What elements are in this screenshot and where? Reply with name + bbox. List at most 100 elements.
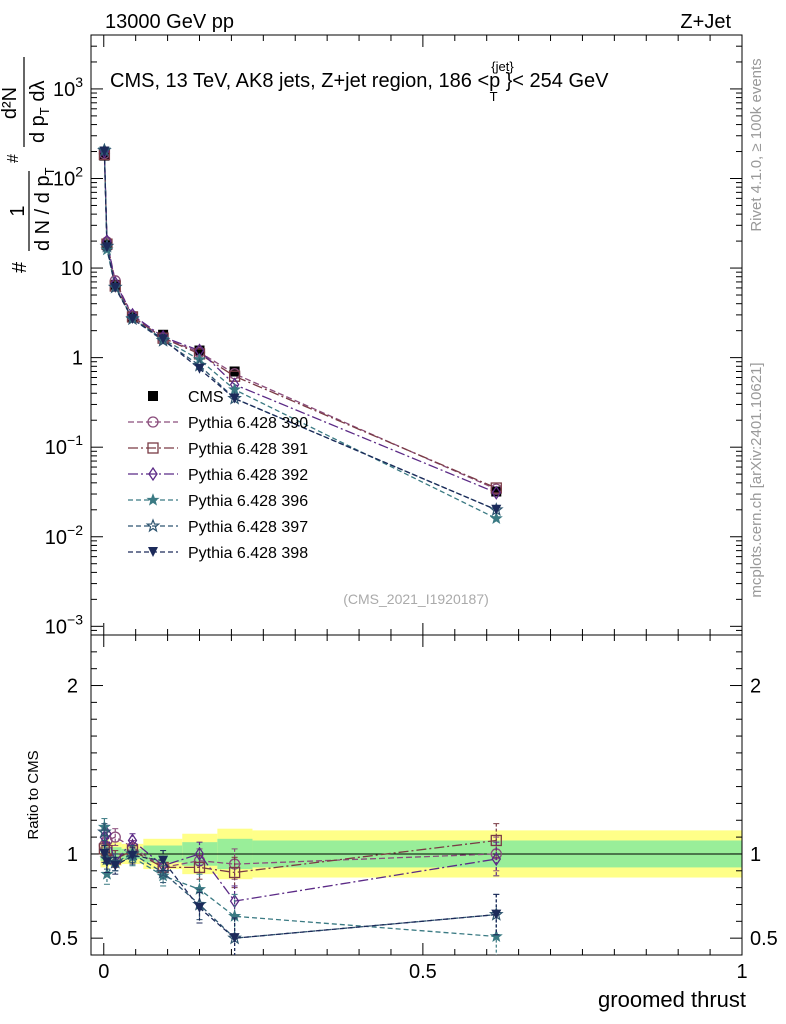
title-after: }< 254 GeV [506, 70, 610, 92]
legend-marker [147, 416, 159, 428]
ratio-ytick-label: 0.5 [50, 928, 78, 950]
energy-label: 13000 GeV pp [105, 11, 234, 33]
ratio-point [110, 860, 121, 871]
legend-marker [146, 493, 160, 506]
ratio-point [127, 850, 138, 861]
main-ytick-label: 10−1 [45, 432, 83, 459]
title-sup: {jet} [491, 59, 514, 74]
data-point [228, 370, 241, 382]
ratio-point [101, 857, 112, 868]
data-point [127, 313, 138, 324]
ratio-point [491, 909, 502, 920]
ratio-ticks [91, 635, 743, 955]
data-point [194, 363, 205, 374]
tick-exponent: 2 [75, 163, 83, 179]
ratio-point [158, 855, 169, 866]
tick-base: 10 [45, 616, 67, 638]
data-point [110, 282, 121, 293]
legend-marker [148, 466, 158, 482]
ylabel-hash: # [9, 261, 31, 273]
mcplots-label: mcplots.cern.ch [arXiv:2401.10621] [748, 362, 765, 597]
main-ytick-label: 102 [53, 163, 83, 190]
data-point [490, 482, 502, 494]
ratio-line [103, 836, 497, 869]
legend-marker [148, 547, 158, 557]
main-ytick-label: 103 [53, 74, 83, 101]
legend: CMS Pythia 6.428 390 Pythia 6.428 391 Pythi… [128, 389, 308, 562]
ylabel-den-sub: T [42, 167, 57, 175]
ratio-point [100, 867, 114, 880]
main-ticks [91, 34, 743, 636]
tick-exponent: −3 [67, 611, 83, 627]
title-before: CMS, 13 TeV, AK8 jets, Z+jet region, 186… [110, 70, 500, 92]
data-point [101, 242, 112, 253]
legend-label: Pythia 6.428 398 [188, 545, 308, 562]
legend-label: Pythia 6.428 392 [188, 467, 308, 484]
legend-label: Pythia 6.428 391 [188, 441, 308, 458]
data-point [99, 146, 110, 157]
ratio-ytick-label-right: 2 [750, 676, 761, 698]
tick-exponent: −1 [67, 432, 83, 448]
ratio-ytick-label: 1 [67, 844, 78, 866]
series-line [103, 153, 497, 490]
ratio-point [97, 824, 112, 839]
ylabel-den2-sub: T [37, 107, 52, 115]
data-point [158, 334, 169, 345]
main-ylabel: # 1 d N / d pT # d²N d pT dλ [0, 57, 57, 273]
legend-label: Pythia 6.428 396 [188, 493, 308, 510]
ratio-ytick-labels: 0.5 0.5 1 1 2 2 [50, 676, 778, 951]
ratio-point [155, 864, 171, 879]
data-point [491, 485, 502, 500]
xlabel: groomed thrust [598, 987, 746, 1012]
main-ytick-label: 10−3 [45, 611, 83, 638]
title-sub: T [490, 89, 498, 104]
data-point [229, 393, 240, 404]
ratio-point [194, 846, 205, 862]
data-point [491, 486, 502, 497]
ylabel-one: 1 [7, 205, 29, 216]
data-point [489, 511, 503, 524]
series-line [103, 150, 497, 511]
series-line [103, 154, 497, 489]
ratio-plot-frame [90, 634, 743, 956]
ylabel-hash-2: # [5, 154, 22, 163]
legend-marker [147, 442, 159, 454]
legend-label: Pythia 6.428 390 [188, 415, 308, 432]
xtick-label: 0.5 [409, 961, 437, 983]
ratio-point [490, 834, 502, 847]
tick-exponent: −2 [67, 522, 83, 538]
ratio-ytick-label: 2 [67, 676, 78, 698]
ratio-point [99, 848, 110, 859]
tick-base: 10 [61, 258, 83, 280]
ylabel-den: d N / d pT [32, 167, 57, 251]
tick-base: 10 [45, 437, 67, 459]
ratio-ylabel: Ratio to CMS [25, 750, 42, 839]
tick-base: 1 [72, 348, 83, 370]
ratio-point [228, 866, 241, 879]
tick-exponent: 3 [75, 74, 83, 90]
tick-base: 10 [53, 79, 75, 101]
ratio-ytick-label-right: 0.5 [750, 928, 778, 950]
ratio-series [91, 818, 742, 955]
legend-label: CMS [188, 389, 224, 406]
ylabel-den-text: d N / d p [32, 175, 54, 251]
ratio-point [194, 902, 205, 913]
ratio-point [109, 831, 121, 843]
ylabel-den2: d pT dλ [27, 81, 52, 143]
legend-label: Pythia 6.428 397 [188, 519, 308, 536]
legend-marker [145, 518, 161, 533]
ylabel-den2-text: d p [27, 115, 49, 143]
xtick-labels: 0 0.5 1 [98, 961, 747, 983]
ratio-point [229, 933, 240, 944]
data-point [491, 504, 502, 515]
ylabel-num2: d²N [0, 87, 21, 119]
analysis-watermark: (CMS_2021_I1920187) [343, 591, 489, 607]
rivet-label: Rivet 4.1.0, ≥ 100k events [748, 58, 765, 231]
main-ytick-label: 10 [61, 258, 83, 280]
tick-base: 10 [53, 168, 75, 190]
main-ytick-label: 1 [72, 348, 83, 370]
main-series [97, 142, 504, 524]
ratio-point [491, 851, 502, 867]
